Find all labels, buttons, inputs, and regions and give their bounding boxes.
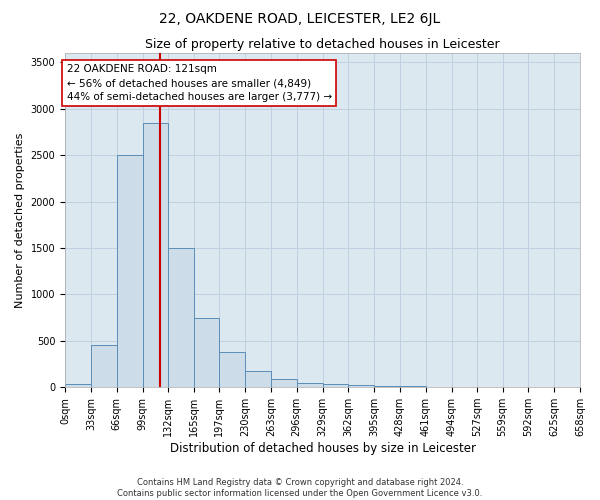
Bar [271,379,296,387]
Bar [65,384,91,387]
Title: Size of property relative to detached houses in Leicester: Size of property relative to detached ho… [145,38,500,51]
Bar [169,248,194,387]
Y-axis label: Number of detached properties: Number of detached properties [15,132,25,308]
Bar [349,386,374,387]
Text: 22, OAKDENE ROAD, LEICESTER, LE2 6JL: 22, OAKDENE ROAD, LEICESTER, LE2 6JL [160,12,440,26]
Bar [116,155,143,387]
Text: Contains HM Land Registry data © Crown copyright and database right 2024.
Contai: Contains HM Land Registry data © Crown c… [118,478,482,498]
X-axis label: Distribution of detached houses by size in Leicester: Distribution of detached houses by size … [170,442,476,455]
Bar [219,352,245,387]
Bar [245,371,271,387]
Text: 22 OAKDENE ROAD: 121sqm
← 56% of detached houses are smaller (4,849)
44% of semi: 22 OAKDENE ROAD: 121sqm ← 56% of detache… [67,64,332,102]
Bar [323,384,349,387]
Bar [374,386,400,387]
Bar [91,346,116,387]
Bar [400,386,426,387]
Bar [194,318,219,387]
Bar [296,382,323,387]
Bar [143,122,169,387]
